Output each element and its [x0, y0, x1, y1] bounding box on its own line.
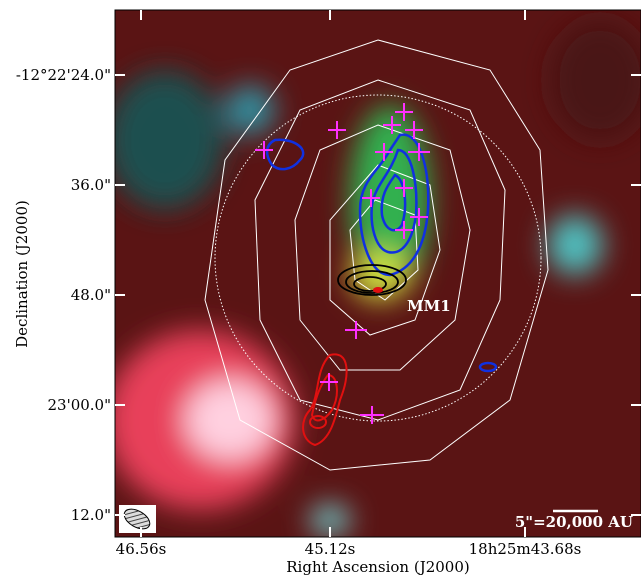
y-axis-label: Declination (J2000) — [13, 200, 31, 348]
y-tick-label: 12.0" — [71, 506, 111, 524]
y-tick-label: -12°22'24.0" — [16, 66, 111, 84]
x-axis-label: Right Ascension (J2000) — [286, 558, 469, 576]
y-tick-label: 36.0" — [71, 176, 111, 194]
source-label: MM1 — [407, 297, 451, 315]
x-tick-label: 46.56s — [116, 540, 167, 558]
image: MM1 5"=20,000 AU — [115, 10, 641, 537]
y-tick-label: 48.0" — [71, 286, 111, 304]
x-tick-label: 45.12s — [305, 540, 356, 558]
x-tick-label: 18h25m43.68s — [469, 540, 582, 558]
scale-bar-label: 5"=20,000 AU — [515, 513, 633, 531]
y-tick-label: 23'00.0" — [47, 396, 111, 414]
